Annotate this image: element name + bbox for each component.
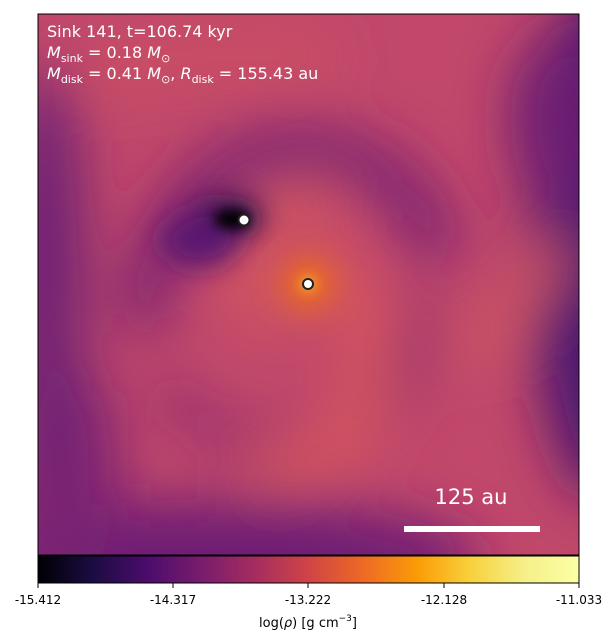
- annotation-sink-mass: Msink = 0.18 M⊙: [47, 43, 170, 65]
- sink-primary: [302, 278, 314, 290]
- annotation-disk-props: Mdisk = 0.41 M⊙, Rdisk = 155.43 au: [47, 64, 318, 86]
- colorbar-label: log(ρ) [g cm−3]: [259, 614, 357, 631]
- annotation-title: Sink 141, t=106.74 kyr: [47, 22, 233, 41]
- map-frame: [37, 13, 580, 556]
- colorbar-tick-label: -13.222: [285, 593, 331, 607]
- colorbar-tick-label: -15.412: [15, 593, 61, 607]
- colorbar-tick-label: -12.128: [421, 593, 467, 607]
- density-map: [38, 14, 579, 555]
- colorbar-tick-label: -14.317: [150, 593, 196, 607]
- colorbar-tick-label: -11.033: [556, 593, 602, 607]
- colorbar: [37, 555, 580, 584]
- colorbar-ticks: [37, 583, 580, 588]
- scale-bar-label: 125 au: [435, 485, 508, 509]
- sink-secondary: [237, 213, 251, 227]
- colorbar-tick-labels: -15.412 -14.317 -13.222 -12.128 -11.033: [15, 593, 602, 607]
- scale-bar: [404, 526, 540, 532]
